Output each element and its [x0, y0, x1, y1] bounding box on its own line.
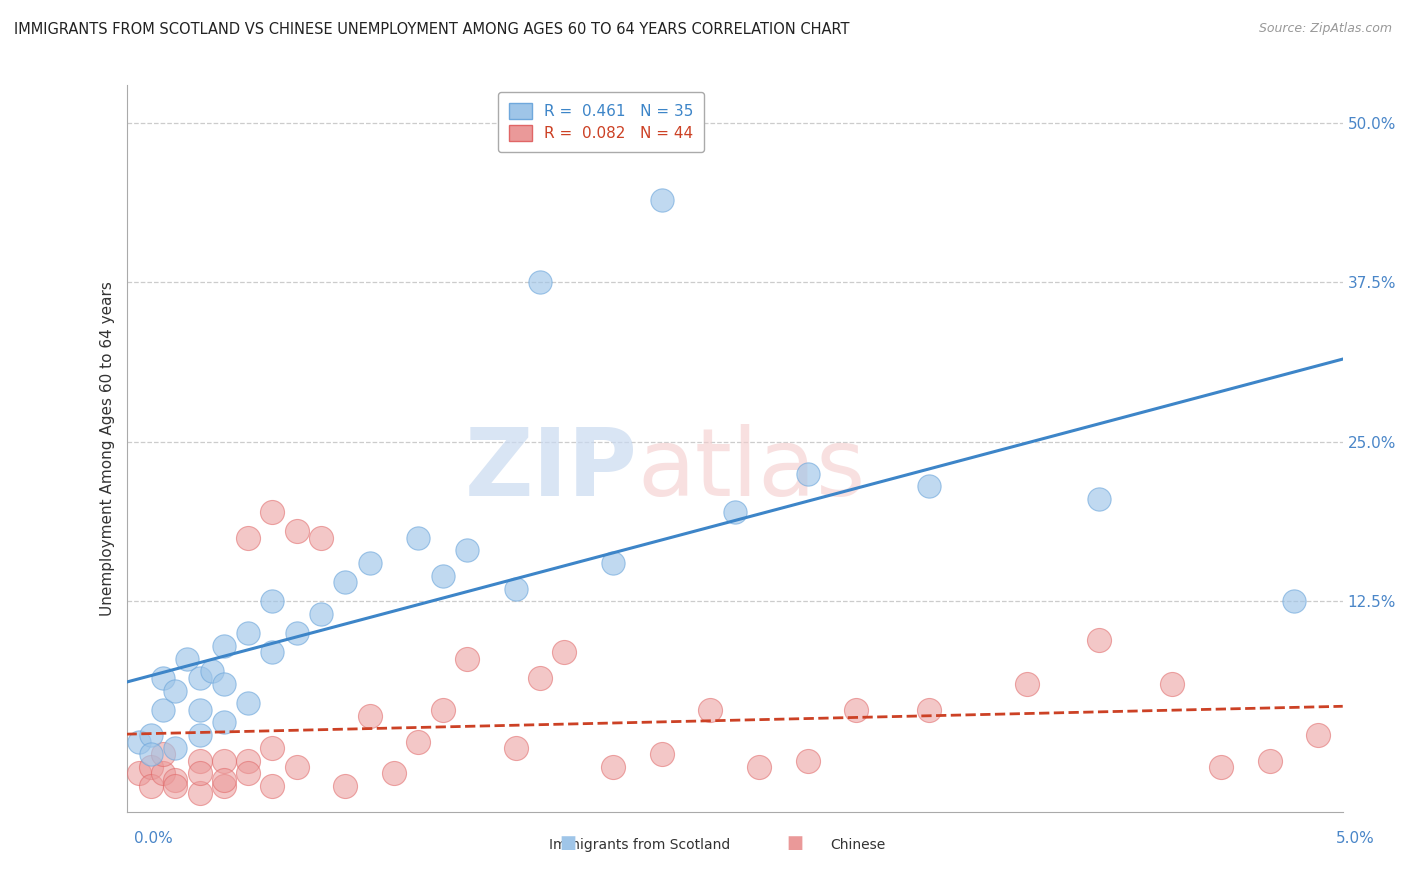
Point	[128, 766, 150, 780]
Point	[285, 626, 308, 640]
Text: 5.0%: 5.0%	[1336, 831, 1375, 846]
Point	[505, 741, 527, 756]
Text: ZIP: ZIP	[464, 424, 637, 516]
Point	[212, 639, 235, 653]
Point	[236, 531, 259, 545]
Point	[212, 677, 235, 691]
Point	[188, 754, 211, 768]
Text: atlas: atlas	[637, 424, 866, 516]
Point	[165, 779, 187, 793]
Point	[236, 766, 259, 780]
Point	[188, 671, 211, 685]
Point	[128, 734, 150, 748]
Point	[236, 754, 259, 768]
Point	[188, 703, 211, 717]
Point	[796, 467, 818, 481]
Text: ■: ■	[786, 834, 803, 852]
Point	[1308, 728, 1330, 742]
Text: Chinese: Chinese	[830, 838, 886, 852]
Point	[382, 766, 405, 780]
Point	[309, 607, 332, 621]
Point	[845, 703, 868, 717]
Point	[285, 524, 308, 538]
Point	[432, 568, 454, 582]
Point	[262, 741, 284, 756]
Point	[139, 760, 162, 774]
Point	[309, 531, 332, 545]
Point	[165, 683, 187, 698]
Point	[188, 786, 211, 800]
Point	[432, 703, 454, 717]
Point	[408, 734, 430, 748]
Point	[188, 728, 211, 742]
Point	[262, 505, 284, 519]
Point	[188, 766, 211, 780]
Legend: R =  0.461   N = 35, R =  0.082   N = 44: R = 0.461 N = 35, R = 0.082 N = 44	[498, 93, 704, 152]
Text: Source: ZipAtlas.com: Source: ZipAtlas.com	[1258, 22, 1392, 36]
Point	[152, 703, 174, 717]
Point	[212, 772, 235, 787]
Point	[152, 671, 174, 685]
Point	[236, 696, 259, 710]
Point	[285, 760, 308, 774]
Point	[918, 479, 941, 493]
Point	[918, 703, 941, 717]
Point	[262, 594, 284, 608]
Point	[165, 741, 187, 756]
Point	[1211, 760, 1233, 774]
Point	[456, 543, 478, 558]
Point	[176, 651, 198, 665]
Point	[139, 747, 162, 762]
Point	[505, 582, 527, 596]
Point	[212, 715, 235, 730]
Point	[262, 645, 284, 659]
Point	[529, 671, 551, 685]
Point	[748, 760, 770, 774]
Point	[236, 626, 259, 640]
Point	[212, 754, 235, 768]
Text: ■: ■	[560, 834, 576, 852]
Point	[602, 556, 624, 570]
Point	[651, 193, 673, 207]
Point	[529, 276, 551, 290]
Point	[699, 703, 721, 717]
Point	[456, 651, 478, 665]
Point	[1015, 677, 1038, 691]
Point	[165, 772, 187, 787]
Point	[262, 779, 284, 793]
Point	[335, 779, 357, 793]
Point	[201, 665, 224, 679]
Point	[152, 747, 174, 762]
Point	[796, 754, 818, 768]
Point	[359, 556, 381, 570]
Point	[1088, 492, 1111, 507]
Point	[335, 575, 357, 590]
Text: IMMIGRANTS FROM SCOTLAND VS CHINESE UNEMPLOYMENT AMONG AGES 60 TO 64 YEARS CORRE: IMMIGRANTS FROM SCOTLAND VS CHINESE UNEM…	[14, 22, 849, 37]
Text: 0.0%: 0.0%	[134, 831, 173, 846]
Point	[359, 709, 381, 723]
Point	[408, 531, 430, 545]
Point	[1282, 594, 1305, 608]
Point	[602, 760, 624, 774]
Point	[139, 728, 162, 742]
Y-axis label: Unemployment Among Ages 60 to 64 years: Unemployment Among Ages 60 to 64 years	[100, 281, 115, 615]
Point	[139, 779, 162, 793]
Text: Immigrants from Scotland: Immigrants from Scotland	[550, 838, 730, 852]
Point	[724, 505, 747, 519]
Point	[212, 779, 235, 793]
Point	[152, 766, 174, 780]
Point	[1088, 632, 1111, 647]
Point	[651, 747, 673, 762]
Point	[1258, 754, 1281, 768]
Point	[1161, 677, 1184, 691]
Point	[553, 645, 575, 659]
